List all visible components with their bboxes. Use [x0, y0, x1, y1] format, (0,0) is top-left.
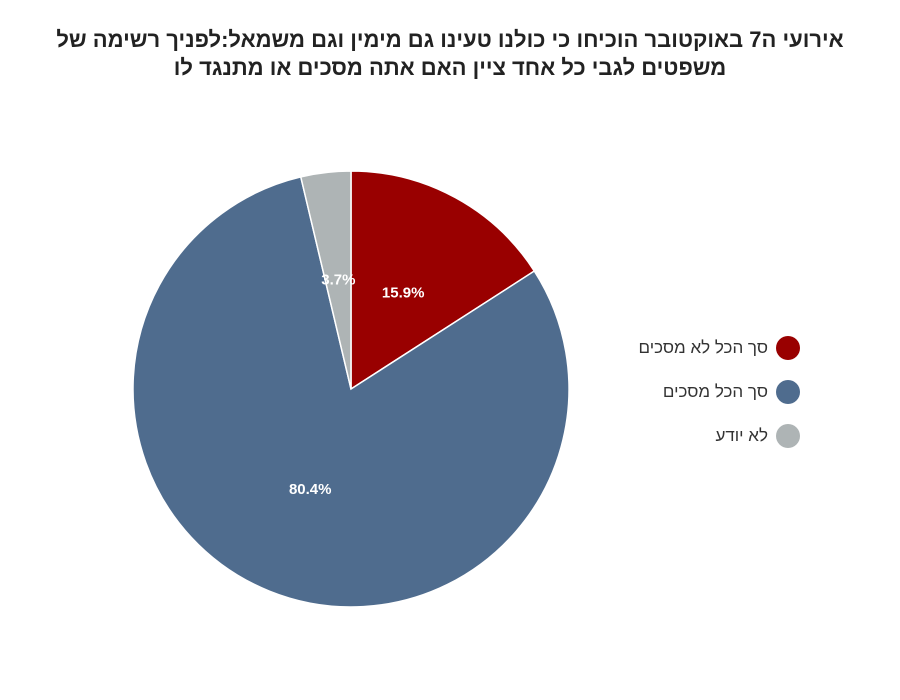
legend-item-dont-know: לא יודע	[600, 414, 800, 458]
chart-title-line-2: משפטים לגבי כל אחד ציין האם אתה מסכים או…	[173, 55, 727, 80]
pie-slice-disagree	[350, 170, 536, 391]
pie-label-dont-know: 3.7%	[321, 272, 355, 289]
legend-label-disagree: סך הכל לא מסכים	[638, 338, 768, 357]
legend-swatch-disagree	[776, 336, 800, 360]
legend: סך הכל לא מסכים סך הכל מסכים לא יודע	[600, 326, 800, 458]
legend-label-dont-know: לא יודע	[715, 426, 768, 445]
legend-swatch-dont-know	[776, 424, 800, 448]
pie-label-agree: 80.4%	[289, 481, 332, 498]
chart-title-line-1: אירועי ה7 באוקטובר הוכיחו כי כולנו טעינו…	[56, 27, 844, 52]
legend-item-disagree: סך הכל לא מסכים	[600, 326, 800, 370]
pie-label-disagree: 15.9%	[382, 284, 425, 301]
legend-label-agree: סך הכל מסכים	[662, 382, 768, 401]
pie-slice-dont-know	[299, 170, 352, 390]
pie-slice-agree	[132, 175, 570, 608]
legend-swatch-agree	[776, 380, 800, 404]
legend-item-agree: סך הכל מסכים	[600, 370, 800, 414]
chart-title: אירועי ה7 באוקטובר הוכיחו כי כולנו טעינו…	[30, 26, 870, 82]
